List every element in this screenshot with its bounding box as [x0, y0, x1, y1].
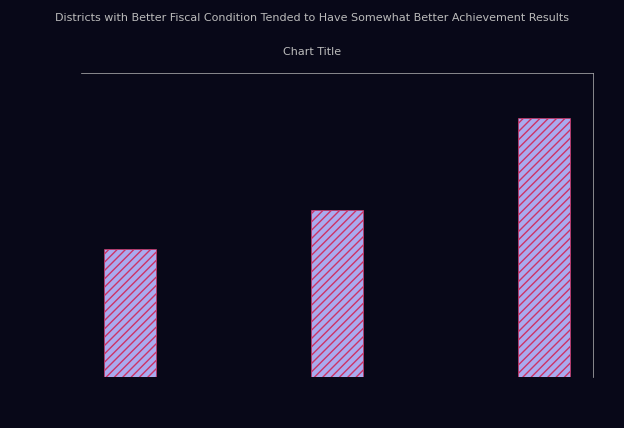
Bar — [104, 249, 156, 377]
Bar — [518, 118, 570, 377]
Text: Districts with Better Fiscal Condition Tended to Have Somewhat Better Achievemen: Districts with Better Fiscal Condition T… — [55, 13, 569, 23]
Text: Chart Title: Chart Title — [283, 47, 341, 57]
Bar — [311, 209, 363, 377]
